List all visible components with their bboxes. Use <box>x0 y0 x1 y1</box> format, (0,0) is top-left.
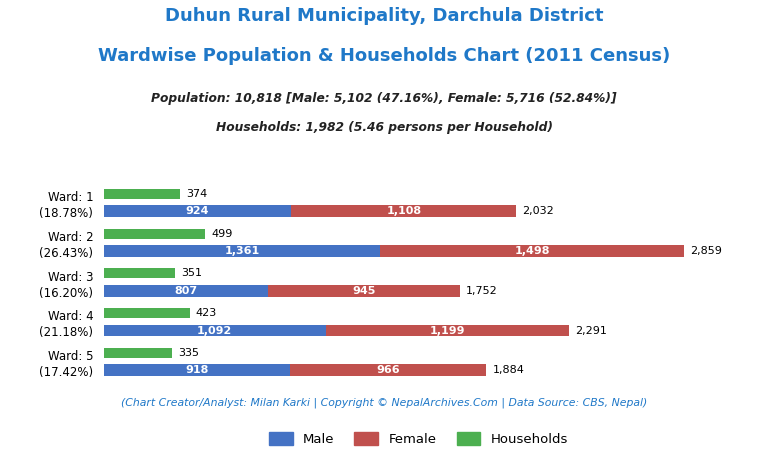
Text: 1,752: 1,752 <box>465 286 498 296</box>
Bar <box>104 325 326 336</box>
Text: 1,884: 1,884 <box>492 365 525 375</box>
Bar <box>290 364 486 376</box>
Bar <box>104 348 172 358</box>
Text: Households: 1,982 (5.46 persons per Household): Households: 1,982 (5.46 persons per Hous… <box>216 121 552 134</box>
Bar <box>267 285 459 297</box>
Text: 2,291: 2,291 <box>575 326 607 335</box>
Text: 351: 351 <box>181 269 202 278</box>
Legend: Male, Female, Households: Male, Female, Households <box>263 427 574 449</box>
Text: 2,032: 2,032 <box>522 206 554 216</box>
Bar <box>104 269 175 278</box>
Bar <box>104 245 380 257</box>
Bar <box>291 205 516 217</box>
Text: 807: 807 <box>174 286 197 296</box>
Bar <box>104 308 190 318</box>
Text: 918: 918 <box>185 365 209 375</box>
Text: 1,498: 1,498 <box>515 246 550 256</box>
Bar <box>104 229 205 238</box>
Bar <box>104 364 290 376</box>
Text: 945: 945 <box>352 286 376 296</box>
Text: Population: 10,818 [Male: 5,102 (47.16%), Female: 5,716 (52.84%)]: Population: 10,818 [Male: 5,102 (47.16%)… <box>151 92 617 105</box>
Text: 335: 335 <box>178 348 199 358</box>
Bar <box>326 325 569 336</box>
Bar <box>104 205 291 217</box>
Text: 1,361: 1,361 <box>224 246 260 256</box>
Bar <box>104 285 267 297</box>
Bar <box>104 189 180 199</box>
Text: 2,859: 2,859 <box>690 246 723 256</box>
Text: 1,092: 1,092 <box>197 326 232 335</box>
Text: 1,108: 1,108 <box>386 206 422 216</box>
Text: 924: 924 <box>186 206 210 216</box>
Text: 423: 423 <box>196 308 217 318</box>
Text: 374: 374 <box>186 189 207 199</box>
Bar <box>380 245 684 257</box>
Text: (Chart Creator/Analyst: Milan Karki | Copyright © NepalArchives.Com | Data Sourc: (Chart Creator/Analyst: Milan Karki | Co… <box>121 397 647 408</box>
Text: 499: 499 <box>211 229 233 238</box>
Text: 966: 966 <box>376 365 400 375</box>
Text: Duhun Rural Municipality, Darchula District: Duhun Rural Municipality, Darchula Distr… <box>165 7 603 25</box>
Text: Wardwise Population & Households Chart (2011 Census): Wardwise Population & Households Chart (… <box>98 47 670 65</box>
Text: 1,199: 1,199 <box>429 326 465 335</box>
